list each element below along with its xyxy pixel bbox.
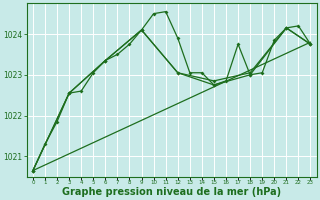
X-axis label: Graphe pression niveau de la mer (hPa): Graphe pression niveau de la mer (hPa)	[62, 187, 281, 197]
